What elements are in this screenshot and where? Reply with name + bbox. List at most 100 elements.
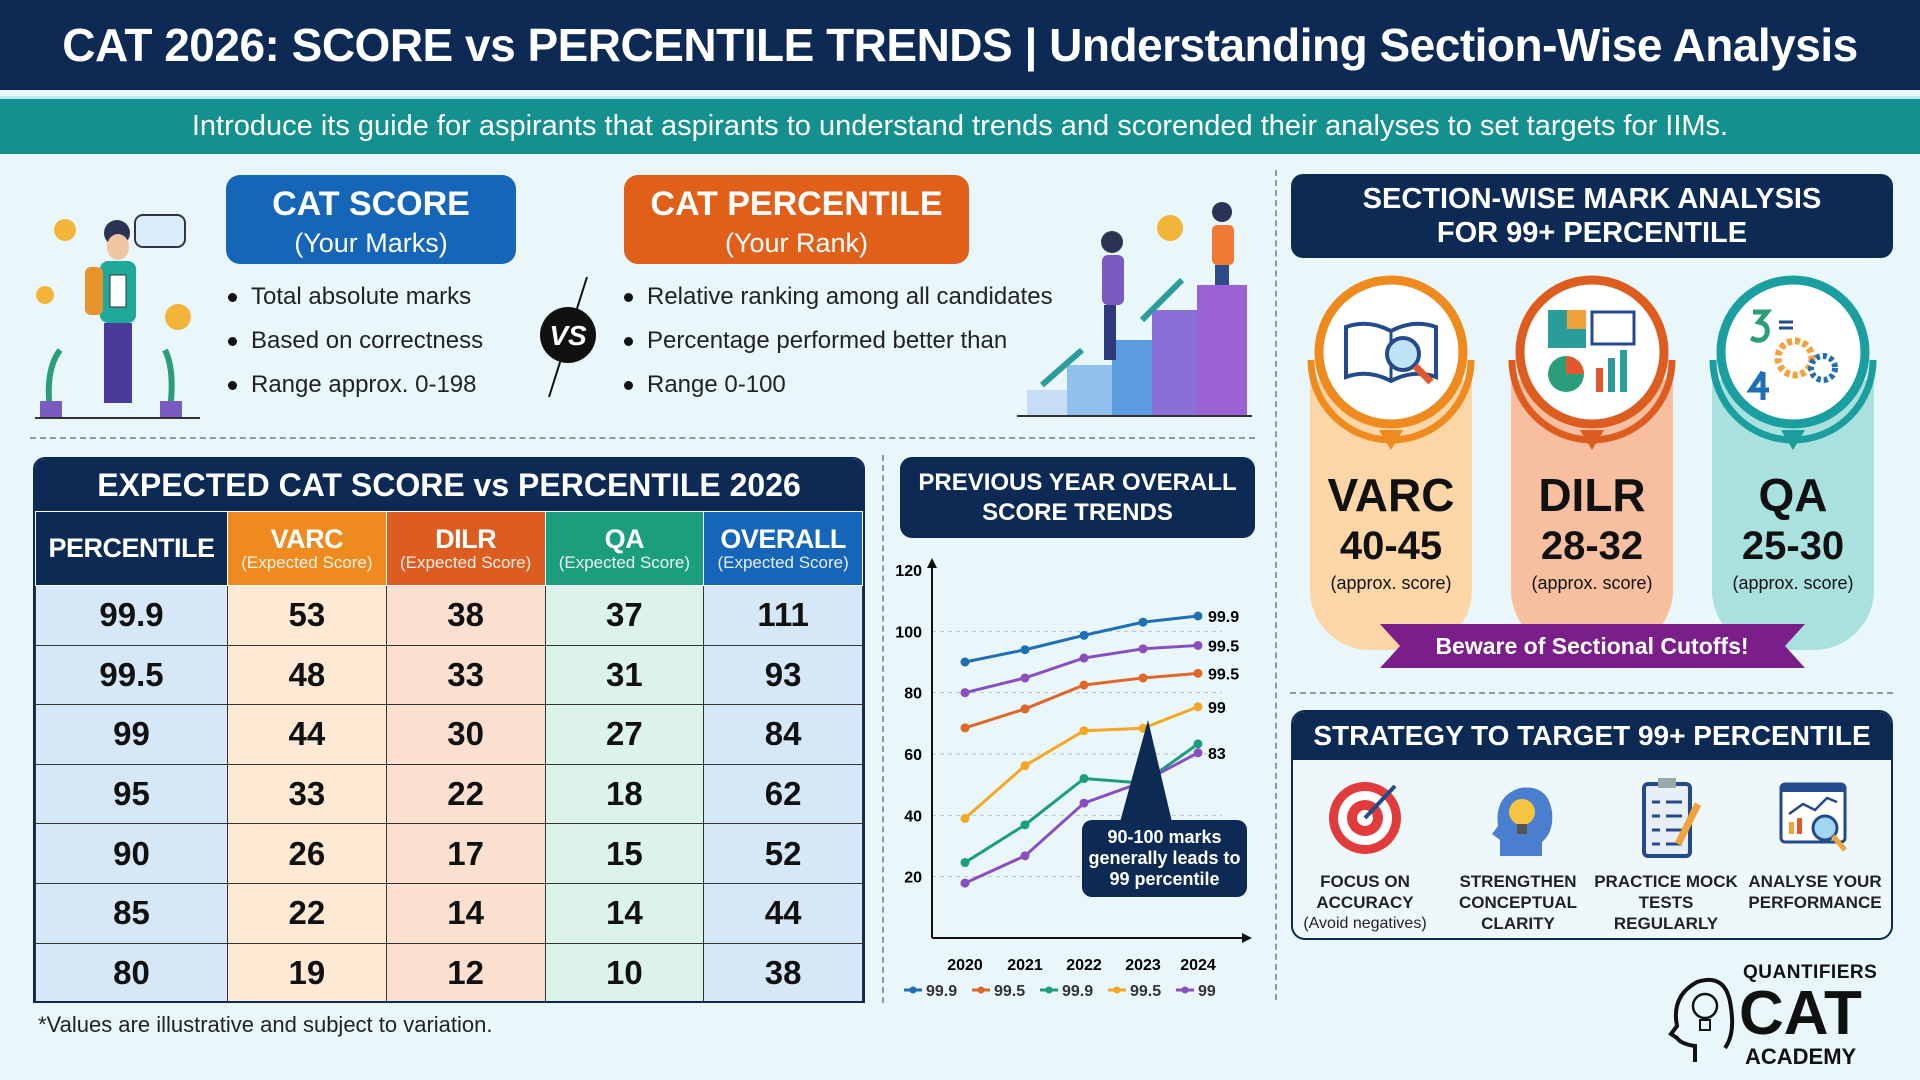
cat-score-bullets: Total absolute marks Based on correctnes… bbox=[228, 275, 483, 407]
legend-label: 99.9 bbox=[1062, 983, 1093, 1000]
cat-score-badge: CAT SCORE (Your Marks) bbox=[226, 175, 516, 264]
data-point bbox=[960, 878, 970, 888]
section-name: DILR bbox=[1538, 469, 1646, 521]
divider bbox=[1290, 692, 1893, 694]
column-label: QA bbox=[604, 524, 645, 555]
table-row: 99.5 48 33 31 93 bbox=[35, 644, 863, 706]
bullet: Based on correctness bbox=[228, 319, 483, 363]
y-tick-label: 80 bbox=[904, 686, 922, 703]
table-cell: 31 bbox=[544, 644, 705, 706]
column-header-percentile: PERCENTILE bbox=[35, 511, 228, 586]
series-end-label: 99.9 bbox=[1208, 609, 1239, 626]
data-point bbox=[1020, 704, 1030, 714]
table-cell: 27 bbox=[544, 704, 705, 765]
column-label: OVERALL bbox=[720, 524, 846, 555]
section-name: QA bbox=[1758, 469, 1828, 521]
data-point bbox=[1193, 748, 1203, 758]
data-point bbox=[1079, 774, 1089, 784]
section-analysis-title-line2: FOR 99+ PERCENTILE bbox=[1436, 217, 1748, 249]
climbing-stairs-illustration-icon bbox=[1017, 202, 1252, 417]
bullet: Percentage performed better than bbox=[624, 319, 1053, 363]
table-cell: 111 bbox=[703, 585, 863, 646]
table-cell: 52 bbox=[703, 823, 863, 884]
section-score-note: (approx. score) bbox=[1330, 573, 1452, 593]
y-tick-label: 120 bbox=[895, 563, 922, 580]
table-cell: 85 bbox=[35, 882, 228, 944]
strategy-label: ANALYSE YOUR PERFORMANCE bbox=[1748, 872, 1882, 912]
table-row: 99.9 53 38 37 111 bbox=[35, 585, 863, 646]
table-title: EXPECTED CAT SCORE vs PERCENTILE 2026 bbox=[35, 459, 863, 511]
table-cell: 84 bbox=[703, 704, 863, 765]
table-cell: 99.5 bbox=[35, 644, 228, 706]
table-row: 95 33 22 18 62 bbox=[35, 763, 863, 825]
sectional-cutoff-banner: Beware of Sectional Cutoffs! bbox=[1380, 624, 1805, 668]
strategy-item: STRENGTHEN CONCEPTUAL CLARITY bbox=[1445, 778, 1591, 934]
table-cell: 22 bbox=[385, 763, 546, 825]
data-point bbox=[1020, 820, 1030, 830]
table-cell: 48 bbox=[227, 644, 387, 706]
table-cell: 33 bbox=[385, 644, 546, 706]
series-end-label: 99 bbox=[1208, 700, 1226, 717]
divider bbox=[882, 455, 884, 1003]
legend-marker bbox=[977, 986, 985, 994]
x-tick-label: 2023 bbox=[1125, 957, 1161, 974]
data-point bbox=[960, 813, 970, 823]
cat-score-subtitle: (Your Marks) bbox=[294, 228, 448, 258]
series-end-label: 83 bbox=[1208, 746, 1226, 763]
data-point bbox=[1079, 630, 1089, 640]
table-cell: 37 bbox=[544, 585, 705, 646]
y-tick-label: 100 bbox=[895, 624, 922, 641]
target-icon bbox=[1329, 782, 1401, 854]
math-gears-icon bbox=[1709, 275, 1877, 450]
data-point bbox=[960, 858, 970, 868]
column-header-varc: VARC (Expected Score) bbox=[227, 511, 387, 586]
data-point bbox=[960, 657, 970, 667]
table-cell: 19 bbox=[227, 942, 387, 1001]
column-sublabel: (Expected Score) bbox=[558, 552, 691, 572]
data-point bbox=[1079, 680, 1089, 690]
y-tick-label: 20 bbox=[904, 870, 922, 887]
quantifiers-cat-academy-logo: QUANTIFIERS CAT ACADEMY bbox=[1665, 962, 1877, 1070]
table-cell: 80 bbox=[35, 942, 228, 1001]
table-cell: 17 bbox=[385, 823, 546, 884]
bullet: Range 0-100 bbox=[624, 363, 1053, 407]
data-point bbox=[1020, 673, 1030, 683]
cat-percentile-bullets: Relative ranking among all candidates Pe… bbox=[624, 275, 1053, 407]
section-score-range: 28-32 bbox=[1540, 524, 1644, 568]
table-footnote: *Values are illustrative and subject to … bbox=[38, 1012, 493, 1037]
cat-percentile-badge: CAT PERCENTILE (Your Rank) bbox=[624, 175, 969, 264]
logo-line3: ACADEMY bbox=[1745, 1044, 1857, 1069]
strategy-note: (Avoid negatives) bbox=[1303, 915, 1427, 932]
strategy-item: ANALYSE YOUR PERFORMANCE bbox=[1742, 778, 1888, 913]
chart-annotation: 90-100 marks generally leads to 99 perce… bbox=[1082, 820, 1247, 897]
table-cell: 99.9 bbox=[35, 585, 228, 646]
table-cell: 90 bbox=[35, 823, 228, 884]
legend-marker bbox=[1045, 986, 1053, 994]
table-cell: 18 bbox=[544, 763, 705, 825]
legend-label: 99.5 bbox=[1130, 983, 1161, 1000]
table-row: 80 19 12 10 38 bbox=[35, 942, 863, 1001]
table-cell: 22 bbox=[227, 882, 387, 944]
strategy-label: PRACTICE MOCK TESTS REGULARLY bbox=[1594, 872, 1738, 933]
table-cell: 33 bbox=[227, 763, 387, 825]
data-point bbox=[1138, 644, 1148, 654]
data-point bbox=[1193, 611, 1203, 621]
table-row: 90 26 17 15 52 bbox=[35, 823, 863, 884]
legend-label: 99.9 bbox=[926, 983, 957, 1000]
table-cell: 12 bbox=[385, 942, 546, 1001]
data-point bbox=[1193, 739, 1203, 749]
section-score-range: 25-30 bbox=[1741, 524, 1845, 568]
x-tick-label: 2020 bbox=[947, 957, 983, 974]
score-percentile-table: EXPECTED CAT SCORE vs PERCENTILE 2026 PE… bbox=[33, 457, 865, 1003]
strategy-label: FOCUS ON ACCURACY bbox=[1316, 872, 1414, 912]
section-card-varc: VARC 40-45 (approx. score) bbox=[1310, 380, 1472, 650]
column-label: VARC bbox=[270, 524, 344, 555]
table-cell: 26 bbox=[227, 823, 387, 884]
column-sublabel: (Expected Score) bbox=[399, 552, 532, 572]
bullet: Relative ranking among all candidates bbox=[624, 275, 1053, 319]
strategy-label: STRENGTHEN CONCEPTUAL CLARITY bbox=[1458, 872, 1578, 933]
column-label: DILR bbox=[435, 524, 497, 555]
divider bbox=[1275, 170, 1277, 1000]
table-cell: 14 bbox=[385, 882, 546, 944]
table-header-row: PERCENTILE VARC (Expected Score) DILR (Expec… bbox=[35, 511, 863, 586]
